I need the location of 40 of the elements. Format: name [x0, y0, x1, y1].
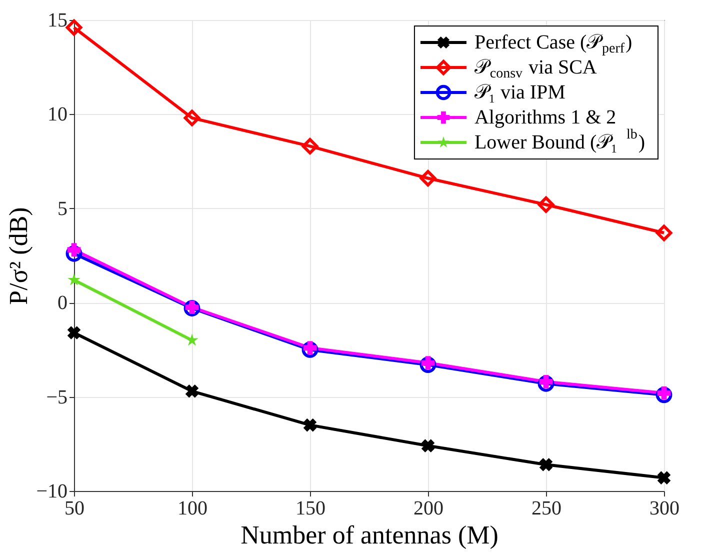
- y-tick-label: −5: [46, 386, 68, 408]
- legend-label: Algorithms 1 & 2: [474, 106, 616, 128]
- point: [302, 342, 318, 358]
- point: [66, 245, 82, 262]
- point: [68, 273, 80, 286]
- point: [421, 356, 435, 370]
- point: [657, 386, 671, 400]
- x-tick-label: 300: [650, 498, 680, 520]
- point: [302, 138, 318, 154]
- x-tick-label: 250: [532, 498, 562, 520]
- x-tick-label: 200: [414, 498, 444, 520]
- point: [66, 19, 82, 36]
- point: [67, 243, 81, 257]
- point: [538, 196, 554, 213]
- point: [539, 458, 553, 472]
- legend-label: 𝒫₁ via IPM: [474, 82, 566, 104]
- point: [656, 386, 672, 404]
- point: [303, 418, 317, 432]
- point: [421, 439, 435, 452]
- x-axis-title: Number of antennas (M): [240, 520, 498, 550]
- y-axis-title: P/σ² (dB): [4, 207, 34, 305]
- x-tick-label: 50: [64, 498, 84, 520]
- y-tick-label: 5: [58, 198, 68, 220]
- y-tick-label: 0: [58, 292, 68, 314]
- point: [184, 110, 200, 126]
- point: [303, 341, 317, 355]
- y-tick-label: 15: [48, 10, 68, 32]
- x-tick-label: 150: [296, 498, 326, 520]
- y-tick-label: 10: [48, 104, 68, 126]
- point: [538, 375, 554, 392]
- point: [420, 170, 436, 186]
- point: [67, 326, 81, 340]
- point: [656, 224, 672, 242]
- point: [420, 356, 436, 373]
- point: [186, 334, 198, 346]
- point: [657, 471, 671, 484]
- point: [185, 384, 199, 398]
- y-tick-label: −10: [36, 480, 68, 502]
- x-tick-label: 100: [178, 498, 208, 520]
- point: [539, 375, 553, 388]
